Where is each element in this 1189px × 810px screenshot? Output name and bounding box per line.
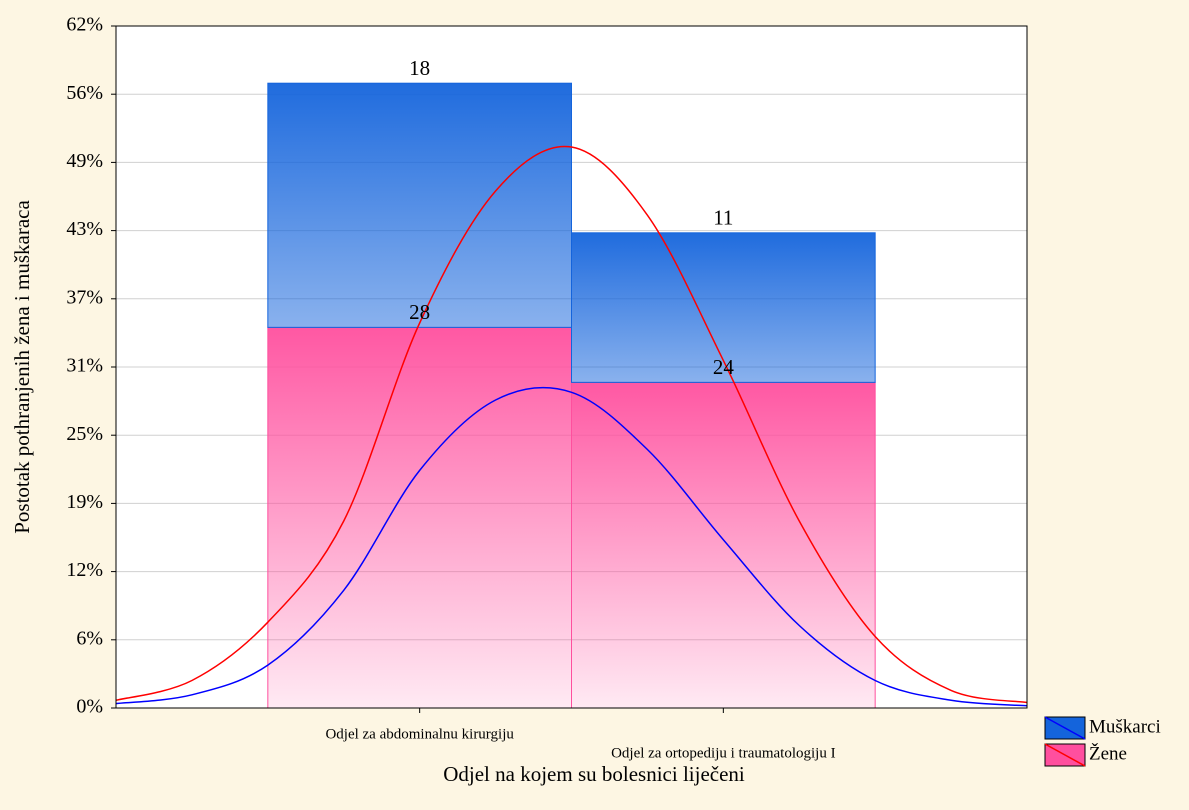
labels: 0% 6% 12% 19% 25% 31% 37% 43% 49% 56% 62% Odjel za … xyxy=(66,14,1161,767)
x-axis-title: Odjel na kojem su bolesnici liječeni xyxy=(443,762,745,786)
y-tick-label: 25% xyxy=(66,423,103,445)
y-tick-label: 43% xyxy=(66,218,103,240)
curves xyxy=(115,145,1028,707)
bar-segment xyxy=(571,381,876,709)
y-tick-label: 62% xyxy=(66,14,103,36)
y-tick-label: 56% xyxy=(66,82,103,104)
data-label: 28 xyxy=(409,300,430,324)
y-tick-label: 6% xyxy=(76,627,103,649)
legend-swatch-line xyxy=(1044,716,1086,740)
y-axis-title: Postotak pothranjenih žena i muškaraca xyxy=(10,200,34,534)
x-tick-label: Odjel za ortopediju i traumatologiju I xyxy=(611,745,836,761)
bar-segment xyxy=(267,82,572,328)
data-label: 11 xyxy=(713,206,733,230)
y-tick-label: 37% xyxy=(66,286,103,308)
y-tick-label: 31% xyxy=(66,355,103,377)
bar-segment xyxy=(571,232,876,383)
legend-label: Žene xyxy=(1089,742,1127,764)
data-label: 24 xyxy=(713,355,735,379)
legend-swatch-line xyxy=(1044,743,1086,767)
legend-label: Muškarci xyxy=(1089,716,1161,737)
fit-curve xyxy=(115,386,1028,707)
bars xyxy=(267,82,876,709)
data-label: 18 xyxy=(409,56,430,80)
x-tick-label: Odjel za abdominalnu kirurgiju xyxy=(325,726,514,742)
y-tick-label: 49% xyxy=(66,150,103,172)
bar-segment xyxy=(267,326,572,709)
y-tick-label: 0% xyxy=(76,696,103,718)
fit-curve xyxy=(115,145,1028,704)
y-tick-label: 12% xyxy=(66,559,103,581)
y-tick-label: 19% xyxy=(66,491,103,513)
